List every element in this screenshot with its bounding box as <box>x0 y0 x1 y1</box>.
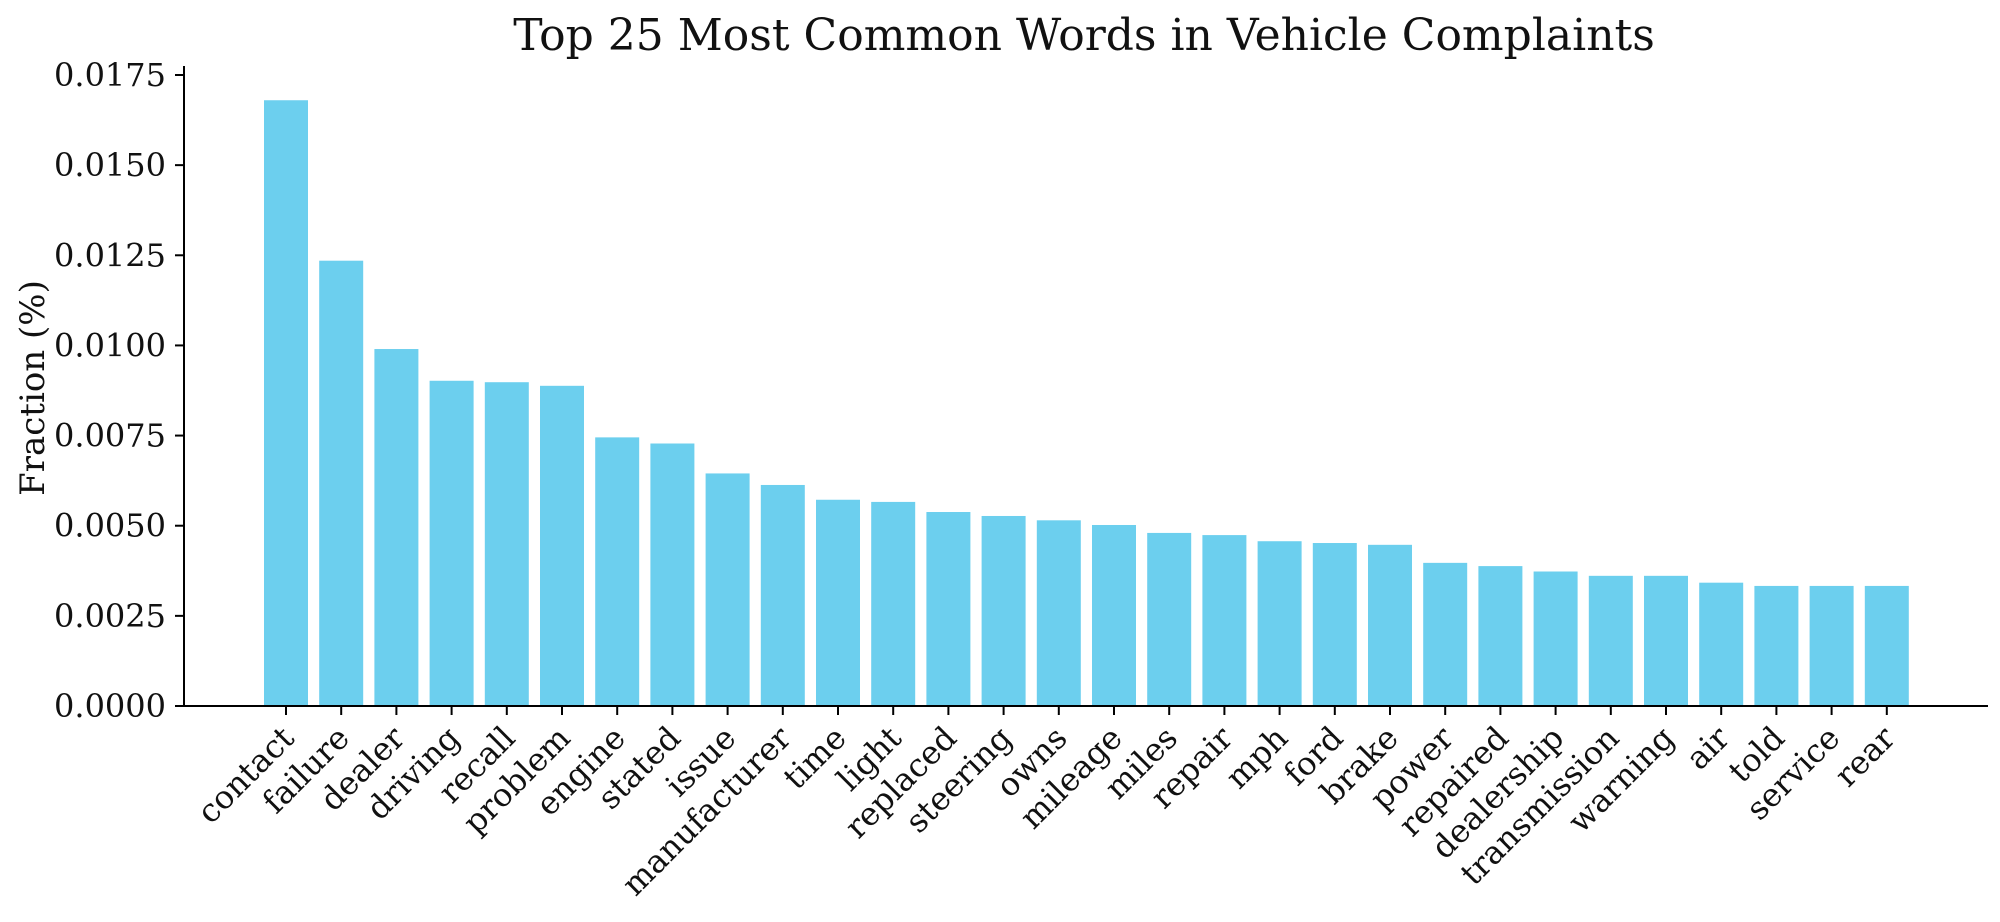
bar-dealer <box>374 349 419 706</box>
chart-title: Top 25 Most Common Words in Vehicle Comp… <box>513 10 1655 61</box>
bar-stated <box>650 443 695 706</box>
bar-repair <box>1202 535 1247 706</box>
y-tick-label: 0.0125 <box>54 236 166 274</box>
bar-air <box>1699 582 1744 706</box>
y-tick-label: 0.0175 <box>54 56 166 94</box>
bar-light <box>871 501 916 706</box>
bar-manufacturer <box>760 484 805 706</box>
bar-told <box>1754 585 1799 706</box>
bar-driving <box>429 380 474 706</box>
y-tick-label: 0.0075 <box>54 417 166 455</box>
bar-replaced <box>926 512 971 706</box>
y-tick-label: 0.0050 <box>54 507 166 545</box>
bar-power <box>1423 562 1468 706</box>
bar-warning <box>1644 575 1688 706</box>
bar-rear <box>1864 585 1909 706</box>
bar-problem <box>540 385 584 706</box>
bar-dealership <box>1533 571 1578 706</box>
bar-transmission <box>1588 575 1633 706</box>
bar-engine <box>595 437 640 706</box>
y-axis-ticks: 0.0000 0.0025 0.0050 0.0075 0.0100 0.0125 0.01… <box>54 56 184 725</box>
bar-issue <box>705 473 750 706</box>
bar-service <box>1809 585 1854 706</box>
bar-mph <box>1257 541 1302 706</box>
x-tick-label-rear: rear <box>1827 718 1903 794</box>
bars <box>264 100 1909 707</box>
bar-mileage <box>1092 524 1136 706</box>
bar-time <box>816 499 860 706</box>
bar-miles <box>1147 532 1192 706</box>
y-tick-label: 0.0000 <box>54 687 166 725</box>
x-axis-tick-labels: contactfailuredealerdrivingrecallproblem… <box>190 706 1903 903</box>
bar-contact <box>264 100 308 707</box>
y-tick-label: 0.0100 <box>54 326 166 364</box>
y-tick-label: 0.0150 <box>54 146 166 184</box>
bar-ford <box>1312 543 1357 706</box>
bar-owns <box>1036 520 1081 706</box>
y-axis-label: Fraction (%) <box>13 280 53 496</box>
bar-failure <box>319 260 364 706</box>
bar-recall <box>484 382 529 706</box>
bar-brake <box>1368 544 1412 706</box>
bar-repaired <box>1478 566 1523 706</box>
y-tick-label: 0.0025 <box>54 597 166 635</box>
bar-steering <box>981 515 1026 706</box>
